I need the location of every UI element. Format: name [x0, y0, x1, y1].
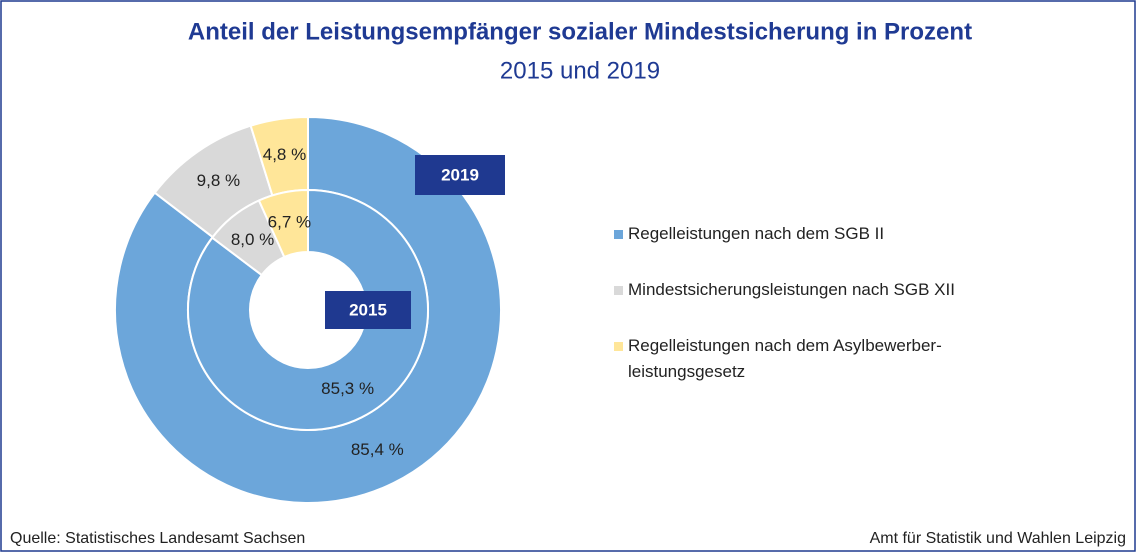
legend-swatch [614, 230, 623, 239]
legend-label: Regelleistungen nach dem SGB II [628, 224, 885, 243]
value-label: 9,8 % [197, 171, 240, 190]
ring-label-box [325, 291, 411, 329]
ring-label-box [415, 155, 505, 195]
source: Quelle: Statistisches Landesamt Sachsen [10, 530, 306, 547]
value-label: 85,3 % [321, 379, 374, 398]
legend-swatch [614, 286, 623, 295]
value-label: 85,4 % [351, 440, 404, 459]
ring-label: 2019 [441, 165, 479, 184]
legend-swatch [614, 342, 623, 351]
legend-label: Regelleistungen nach dem Asylbewerber- l… [628, 336, 942, 381]
chart-subtitle: 2015 und 2019 [500, 57, 660, 84]
value-label: 4,8 % [263, 145, 306, 164]
slice [187, 188, 429, 431]
value-label: 6,7 % [268, 212, 311, 231]
slice [257, 188, 309, 259]
credit: Amt für Statistik und Wahlen Leipzig [869, 530, 1126, 547]
chart-title: Anteil der Leistungsempfänger sozialer M… [188, 18, 972, 45]
legend-label: Mindestsicherungsleistungen nach SGB XII [628, 280, 955, 299]
value-label: 8,0 % [231, 230, 274, 249]
ring-label: 2015 [349, 300, 387, 319]
